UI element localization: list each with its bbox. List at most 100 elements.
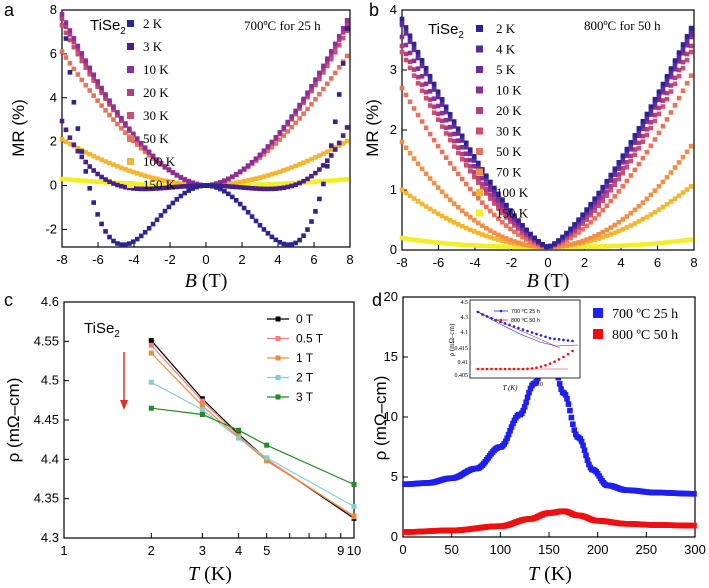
data-point xyxy=(455,222,461,227)
data-point xyxy=(325,163,330,169)
panel-d-xtick-label: 200 xyxy=(587,542,609,557)
data-point xyxy=(222,178,227,184)
data-point xyxy=(480,232,485,237)
data-point xyxy=(269,139,275,145)
panel-a-xtick-label: 4 xyxy=(274,252,281,267)
inset-data xyxy=(475,310,579,371)
data-point xyxy=(403,28,409,33)
panel-a-xtick-label: -2 xyxy=(164,252,176,267)
arrow-head xyxy=(120,400,128,410)
data-point xyxy=(570,421,576,428)
data-point xyxy=(596,190,602,196)
data-point xyxy=(257,186,263,192)
data-point xyxy=(512,229,517,235)
data-point xyxy=(596,236,602,241)
data-point xyxy=(459,242,465,248)
data-point xyxy=(535,375,541,382)
data-point xyxy=(321,163,326,168)
panel-d-ytick-label: 5 xyxy=(391,469,398,484)
data-point xyxy=(309,86,314,92)
data-point xyxy=(59,49,65,54)
data-point xyxy=(660,81,666,87)
data-point xyxy=(504,239,509,245)
data-point xyxy=(592,216,598,221)
legend-marker xyxy=(127,43,134,50)
panel-c-arrow xyxy=(120,352,128,410)
data-point xyxy=(328,143,334,148)
data-point xyxy=(325,59,330,65)
data-point xyxy=(264,458,270,464)
data-point xyxy=(684,51,690,57)
data-point xyxy=(277,130,283,135)
data-point xyxy=(496,244,501,249)
data-point xyxy=(59,16,65,22)
data-point xyxy=(612,194,618,199)
data-point xyxy=(269,181,275,187)
data-point xyxy=(166,167,172,172)
data-point xyxy=(481,367,484,371)
data-point xyxy=(174,180,180,186)
data-point xyxy=(488,183,493,188)
panel-c-xlabel: T (K) xyxy=(188,563,232,585)
data-point xyxy=(490,367,493,371)
data-point xyxy=(67,141,73,147)
legend-label: 50 K xyxy=(496,144,522,159)
data-point xyxy=(273,186,279,191)
data-point xyxy=(496,194,501,200)
data-point xyxy=(134,181,140,187)
legend-marker xyxy=(127,112,134,119)
data-point xyxy=(459,156,465,162)
data-point xyxy=(170,179,176,185)
data-point xyxy=(415,161,421,167)
data-point xyxy=(535,366,538,369)
data-point xyxy=(103,177,108,182)
data-point xyxy=(399,19,405,25)
panel-c-ytick-label: 4.45 xyxy=(34,412,59,427)
data-point xyxy=(138,145,144,151)
data-point xyxy=(578,438,585,445)
inset-xtick-10: 10 xyxy=(537,382,543,388)
legend-label: 2 T xyxy=(296,371,314,385)
data-point xyxy=(123,130,128,135)
data-point xyxy=(439,96,445,102)
data-point xyxy=(484,173,489,179)
panel-c-xtick-label: 3 xyxy=(199,543,206,558)
data-point xyxy=(624,164,630,170)
data-point xyxy=(512,213,517,218)
legend-label: 70 K xyxy=(496,165,522,180)
data-point xyxy=(526,329,529,333)
data-point xyxy=(233,172,239,177)
data-point xyxy=(552,241,557,246)
data-point xyxy=(648,125,654,131)
data-point xyxy=(652,209,658,215)
data-point xyxy=(309,101,314,107)
data-point xyxy=(439,118,445,124)
data-point xyxy=(317,73,322,79)
data-point xyxy=(75,178,81,183)
data-point xyxy=(233,198,239,203)
data-point xyxy=(79,54,85,60)
data-point xyxy=(528,243,533,248)
data-point xyxy=(624,225,630,230)
data-point xyxy=(431,209,437,214)
data-point xyxy=(520,407,527,414)
data-point xyxy=(488,228,493,233)
data-point xyxy=(680,48,686,53)
data-point xyxy=(170,170,176,175)
data-point xyxy=(411,41,417,47)
legend-label: 4 K xyxy=(496,42,516,57)
data-point xyxy=(439,102,445,107)
inset-legend-label-700: 700 ºC 25 h xyxy=(511,308,540,315)
legend-marker xyxy=(275,336,281,341)
data-point xyxy=(600,229,606,235)
data-point xyxy=(146,152,152,158)
data-point xyxy=(580,226,585,232)
data-point xyxy=(624,214,630,219)
panel-a-condition: 700ºC for 25 h xyxy=(244,18,321,33)
data-point xyxy=(672,239,678,244)
data-point xyxy=(325,158,330,164)
data-point xyxy=(644,196,650,202)
data-point xyxy=(79,154,85,160)
data-point xyxy=(236,427,242,433)
data-point xyxy=(281,168,287,173)
